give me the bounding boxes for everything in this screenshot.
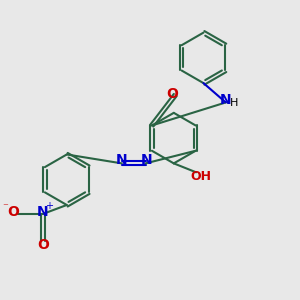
Text: O: O xyxy=(7,205,19,219)
Text: N: N xyxy=(116,153,127,167)
Text: O: O xyxy=(37,238,49,252)
Text: ⁻: ⁻ xyxy=(2,202,8,212)
Text: +: + xyxy=(45,202,53,212)
Text: O: O xyxy=(166,86,178,100)
Text: H: H xyxy=(230,98,238,108)
Text: N: N xyxy=(220,93,232,107)
Text: N: N xyxy=(37,205,49,219)
Text: N: N xyxy=(140,153,152,167)
Text: OH: OH xyxy=(190,170,211,183)
